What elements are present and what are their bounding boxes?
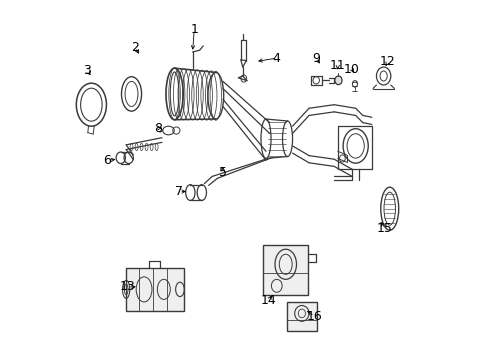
Text: 11: 11 [329,59,345,72]
Text: 10: 10 [344,63,359,76]
Text: 2: 2 [131,41,139,54]
Text: 14: 14 [261,294,276,307]
Text: 16: 16 [306,310,322,323]
Bar [263,244,307,295]
Text: 3: 3 [83,64,91,77]
Text: 12: 12 [379,55,395,68]
Text: 5: 5 [219,166,226,179]
Ellipse shape [334,76,341,85]
Text: 7: 7 [175,185,183,198]
Text: 9: 9 [312,51,320,64]
Text: 8: 8 [153,122,162,135]
Text: 4: 4 [272,51,280,64]
Text: 1: 1 [190,23,198,36]
Text: 6: 6 [103,154,111,167]
Bar [126,268,183,311]
Text: 15: 15 [376,222,392,235]
Bar [286,302,317,330]
Text: 13: 13 [120,280,136,293]
